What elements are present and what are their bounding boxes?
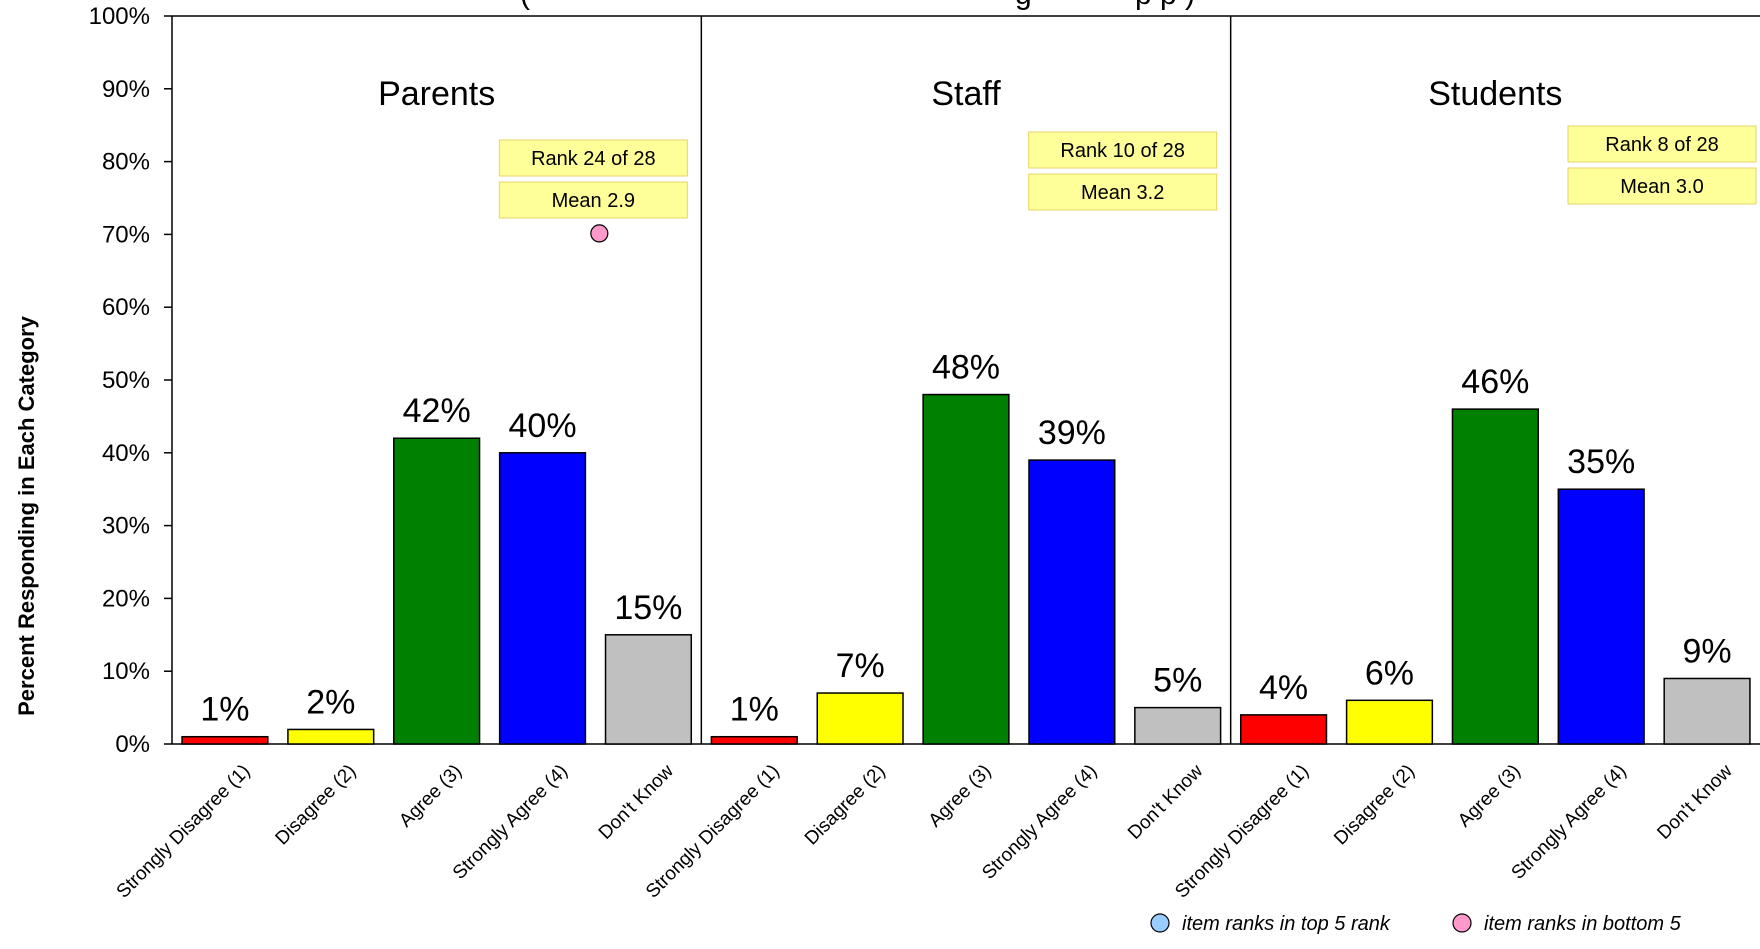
mean-label: Mean 3.2 — [1081, 182, 1164, 204]
legend-label: item ranks in top 5 rank — [1182, 913, 1391, 935]
data-label: 6% — [1365, 654, 1414, 692]
x-tick-label: Disagree (2) — [801, 761, 890, 850]
y-tick-label: 80% — [102, 149, 150, 176]
bar-students-0 — [1239, 714, 1328, 745]
legend: item ranks in top 5 rank item ranks in bo… — [1150, 913, 1682, 935]
data-label: 42% — [403, 392, 471, 430]
y-tick-label: 70% — [102, 221, 150, 248]
bar-parents-2 — [393, 437, 481, 745]
data-label: 4% — [1259, 669, 1308, 707]
rank-label: Rank 24 of 28 — [531, 148, 656, 170]
group-parents: Parents Rank 24 of 28 Mean 2.9 1% Strongly D… — [113, 75, 693, 903]
bar-students-3 — [1557, 488, 1645, 745]
x-tick-label: Strongly Agree (4) — [449, 761, 572, 884]
data-label: 35% — [1567, 443, 1635, 481]
mean-label: Mean 2.9 — [552, 190, 635, 212]
group-title: Students — [1428, 75, 1562, 113]
legend-label: item ranks in bottom 5 — [1484, 913, 1682, 935]
group-title: Parents — [378, 75, 495, 113]
data-label: 9% — [1682, 632, 1731, 670]
x-tick-label: Strongly Agree (4) — [978, 761, 1101, 884]
y-tick-label: 20% — [102, 585, 150, 612]
y-axis: 0% 10% 20% 30% 40% 50% 60% 70% 80% 90% 100% — [89, 3, 1760, 758]
bar-parents-0 — [181, 735, 269, 745]
mean-box — [1028, 173, 1218, 211]
data-label: 1% — [730, 691, 779, 729]
data-label: 7% — [836, 647, 885, 685]
y-tick-label: 60% — [102, 294, 150, 321]
x-tick-label: Disagree (2) — [272, 761, 361, 850]
rank-box — [498, 139, 688, 177]
x-tick-label: Agree (3) — [1454, 761, 1525, 832]
x-tick-label: Agree (3) — [925, 761, 996, 832]
x-tick-label: Strongly Agree (4) — [1508, 761, 1631, 884]
bar-staff-4 — [1134, 706, 1222, 745]
bar-parents-4 — [604, 634, 693, 745]
chart-subtitle-fragment-2: g — [1015, 0, 1032, 11]
chart-subtitle-fragment-1: ( — [520, 0, 530, 11]
bar-staff-0 — [710, 735, 798, 745]
bar-students-1 — [1345, 699, 1434, 745]
bar-staff-1 — [816, 692, 904, 745]
bar-parents-3 — [498, 452, 587, 745]
mean-label: Mean 3.0 — [1620, 176, 1703, 198]
y-axis-label: Percent Responding in Each Category — [14, 315, 39, 716]
x-tick-label: Strongly Disagree (1) — [113, 761, 255, 903]
data-label: 2% — [306, 683, 355, 721]
bottom-5-marker — [590, 224, 609, 243]
data-label: 40% — [509, 407, 577, 445]
rank-label: Rank 10 of 28 — [1060, 140, 1185, 162]
rank-label: Rank 8 of 28 — [1605, 134, 1718, 156]
x-tick-label: Don't Know — [595, 760, 678, 843]
data-label: 46% — [1461, 363, 1529, 401]
x-tick-label: Disagree (2) — [1330, 761, 1419, 850]
mean-box — [1567, 167, 1757, 205]
y-tick-label: 10% — [102, 658, 150, 685]
y-tick-label: 90% — [102, 76, 150, 103]
bar-students-4 — [1663, 677, 1751, 745]
data-label: 48% — [932, 349, 1000, 387]
chart-subtitle-fragment-3: p p ) — [1135, 0, 1195, 11]
y-tick-label: 40% — [102, 440, 150, 467]
legend-marker — [1452, 913, 1472, 933]
mean-box — [498, 181, 688, 219]
bar-parents-1 — [287, 728, 375, 745]
x-tick-label: Agree (3) — [395, 761, 466, 832]
rank-box — [1028, 131, 1218, 169]
bar-students-2 — [1451, 408, 1539, 745]
legend-marker — [1150, 913, 1170, 933]
y-tick-label: 100% — [89, 3, 150, 30]
bar-staff-2 — [922, 393, 1010, 745]
data-label: 5% — [1153, 662, 1202, 700]
rank-box — [1567, 125, 1757, 163]
x-tick-label: Don't Know — [1124, 760, 1207, 843]
data-label: 39% — [1038, 414, 1106, 452]
chart-groups: Parents Rank 24 of 28 Mean 2.9 1% Strongly D… — [113, 16, 1757, 903]
data-label: 15% — [614, 589, 682, 627]
x-tick-label: Don't Know — [1653, 760, 1736, 843]
y-tick-label: 30% — [102, 513, 150, 540]
group-title: Staff — [931, 75, 1001, 113]
data-label: 1% — [200, 691, 249, 729]
y-tick-label: 0% — [115, 731, 150, 758]
bar-staff-3 — [1028, 459, 1116, 745]
y-tick-label: 50% — [102, 367, 150, 394]
